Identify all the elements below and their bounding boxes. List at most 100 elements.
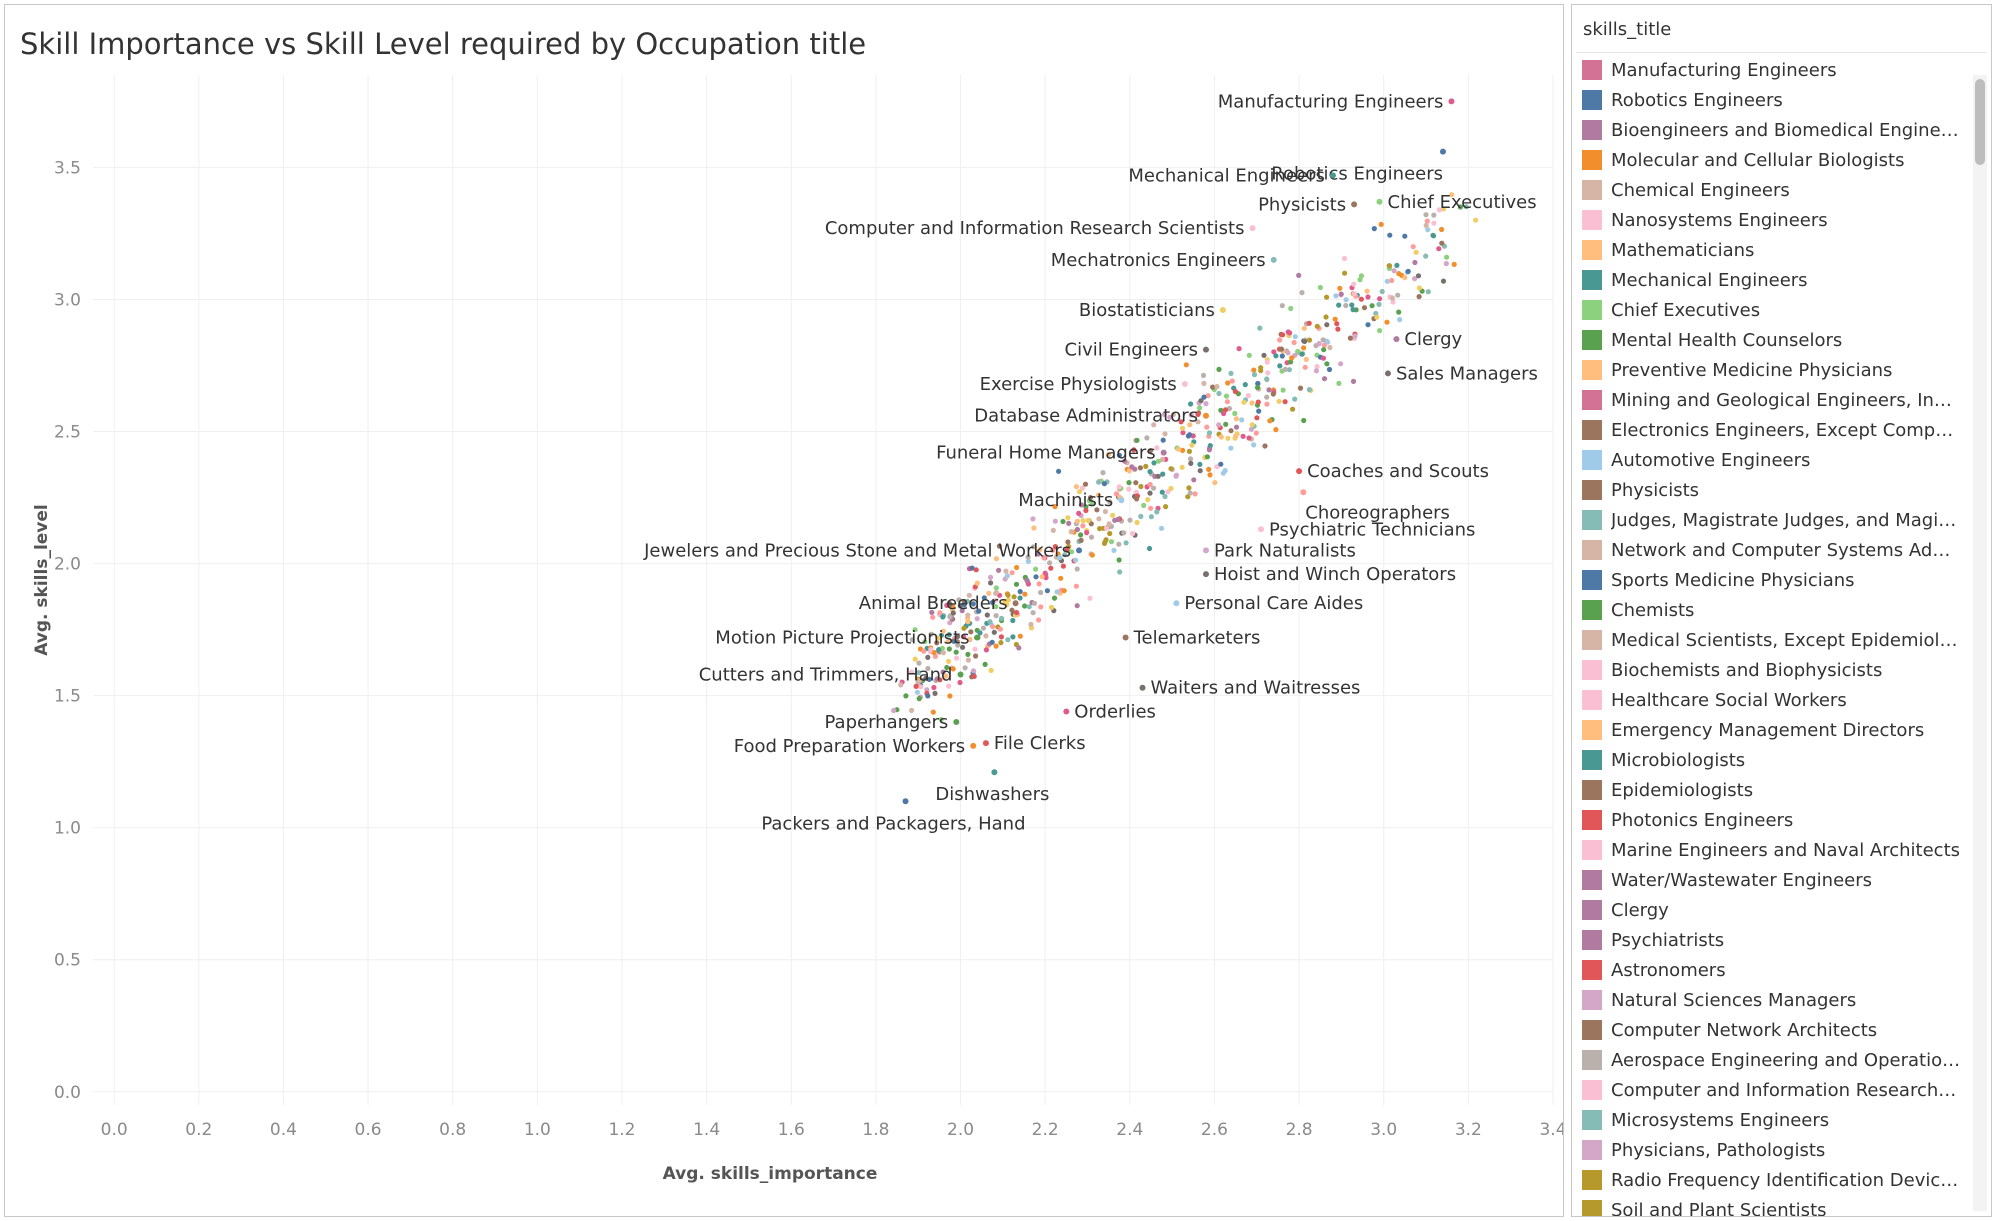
scatter-point[interactable] [1224, 399, 1230, 405]
scatter-point[interactable] [1377, 296, 1383, 302]
scatter-point[interactable] [1241, 399, 1247, 405]
scatter-point[interactable] [946, 632, 952, 638]
scatter-point[interactable] [934, 640, 940, 646]
scatter-point[interactable] [993, 556, 1000, 562]
scatter-point[interactable] [1216, 422, 1222, 428]
scatter-point[interactable] [1126, 480, 1132, 486]
scatter-point[interactable] [1387, 232, 1393, 238]
scatter-point[interactable] [957, 679, 963, 686]
scatter-point-labeled[interactable] [1181, 381, 1188, 387]
scatter-point[interactable] [1161, 411, 1167, 417]
scatter-point-labeled[interactable] [1384, 370, 1391, 377]
scatter-point[interactable] [1256, 408, 1262, 414]
scatter-point[interactable] [1277, 337, 1283, 343]
scatter-point[interactable] [1349, 302, 1355, 308]
scatter-point[interactable] [980, 625, 987, 631]
scatter-point[interactable] [1249, 400, 1255, 406]
scatter-point[interactable] [1073, 583, 1079, 589]
scatter-point[interactable] [1390, 299, 1396, 305]
scatter-point[interactable] [1301, 345, 1307, 351]
scatter-point[interactable] [1279, 353, 1285, 359]
scatter-point[interactable] [1413, 249, 1419, 255]
scatter-point[interactable] [1358, 296, 1364, 302]
scatter-point[interactable] [1185, 494, 1191, 500]
scatter-point[interactable] [1444, 254, 1450, 260]
scatter-point[interactable] [1068, 549, 1075, 555]
legend-item[interactable]: Astronomers [1582, 955, 1962, 985]
scatter-point[interactable] [1320, 337, 1326, 343]
scatter-point[interactable] [932, 653, 939, 660]
scatter-point[interactable] [1436, 246, 1442, 252]
scatter-point[interactable] [916, 670, 922, 676]
scatter-point[interactable] [1200, 372, 1207, 378]
scatter-point-labeled[interactable] [1448, 98, 1455, 105]
scatter-point[interactable] [1031, 600, 1038, 606]
scatter-point[interactable] [1324, 322, 1330, 328]
scatter-point[interactable] [1301, 417, 1307, 424]
scatter-point[interactable] [1113, 491, 1119, 497]
scatter-point[interactable] [1264, 376, 1270, 382]
scatter-point[interactable] [1326, 366, 1333, 373]
scatter-point-labeled[interactable] [1270, 256, 1277, 263]
scatter-point[interactable] [1313, 368, 1319, 374]
scatter-point[interactable] [1195, 411, 1201, 417]
scatter-point[interactable] [1065, 515, 1071, 521]
scatter-point[interactable] [1214, 383, 1220, 390]
scatter-point[interactable] [1242, 382, 1248, 388]
scatter-point[interactable] [1039, 574, 1045, 580]
scatter-point[interactable] [1365, 294, 1371, 300]
scatter-point[interactable] [1051, 595, 1058, 601]
scatter-point[interactable] [953, 649, 959, 655]
scatter-point[interactable] [1223, 393, 1230, 399]
scatter-point[interactable] [1138, 483, 1144, 490]
scatter-point[interactable] [1436, 207, 1442, 213]
scatter-point[interactable] [1042, 570, 1048, 576]
scatter-point[interactable] [1010, 634, 1016, 640]
legend-item[interactable]: Microsystems Engineers [1582, 1105, 1962, 1135]
scatter-point[interactable] [1043, 575, 1049, 581]
scatter-point[interactable] [1306, 387, 1312, 393]
scatter-point[interactable] [1221, 410, 1227, 417]
scatter-point[interactable] [1036, 581, 1042, 587]
scatter-point[interactable] [1016, 645, 1022, 651]
scatter-point[interactable] [1402, 275, 1408, 281]
scatter-point[interactable] [1080, 518, 1086, 524]
scatter-point[interactable] [1038, 604, 1044, 610]
scatter-point[interactable] [951, 638, 957, 644]
scatter-point[interactable] [1013, 609, 1020, 616]
scatter-point[interactable] [1031, 525, 1037, 531]
legend-item[interactable]: Emergency Management Directors [1582, 715, 1962, 745]
scatter-point[interactable] [1423, 253, 1429, 259]
scatter-point[interactable] [1396, 309, 1402, 315]
scatter-point[interactable] [960, 644, 966, 650]
scatter-point[interactable] [1341, 255, 1348, 262]
scatter-point[interactable] [1074, 566, 1080, 572]
scatter-point[interactable] [1306, 337, 1313, 343]
scatter-point[interactable] [1126, 468, 1132, 474]
scatter-point-labeled[interactable] [1329, 172, 1336, 179]
scatter-point[interactable] [1187, 422, 1193, 428]
scatter-point[interactable] [1205, 393, 1211, 399]
scatter-point[interactable] [1187, 490, 1193, 496]
scatter-point[interactable] [1025, 558, 1031, 565]
scatter-point[interactable] [1423, 222, 1429, 228]
scatter-point[interactable] [1087, 595, 1093, 601]
scatter-point[interactable] [931, 684, 937, 691]
scatter-point[interactable] [1251, 442, 1257, 448]
scatter-point[interactable] [1239, 417, 1245, 423]
scatter-point[interactable] [1350, 307, 1356, 313]
scatter-point[interactable] [1052, 518, 1058, 524]
scatter-point-labeled[interactable] [1202, 571, 1209, 578]
scatter-point[interactable] [1041, 555, 1047, 561]
scatter-point[interactable] [1176, 446, 1182, 452]
scatter-point[interactable] [1130, 530, 1136, 537]
scatter-point[interactable] [1377, 328, 1383, 334]
scatter-point[interactable] [1050, 547, 1056, 553]
scatter-point[interactable] [1321, 342, 1327, 348]
scatter-point[interactable] [988, 580, 994, 586]
scatter-point[interactable] [1089, 552, 1095, 558]
scatter-point[interactable] [1264, 359, 1270, 365]
scatter-point[interactable] [1033, 574, 1039, 580]
legend-item[interactable]: Radio Frequency Identification Device S.… [1582, 1165, 1962, 1195]
scatter-point[interactable] [1138, 513, 1144, 519]
